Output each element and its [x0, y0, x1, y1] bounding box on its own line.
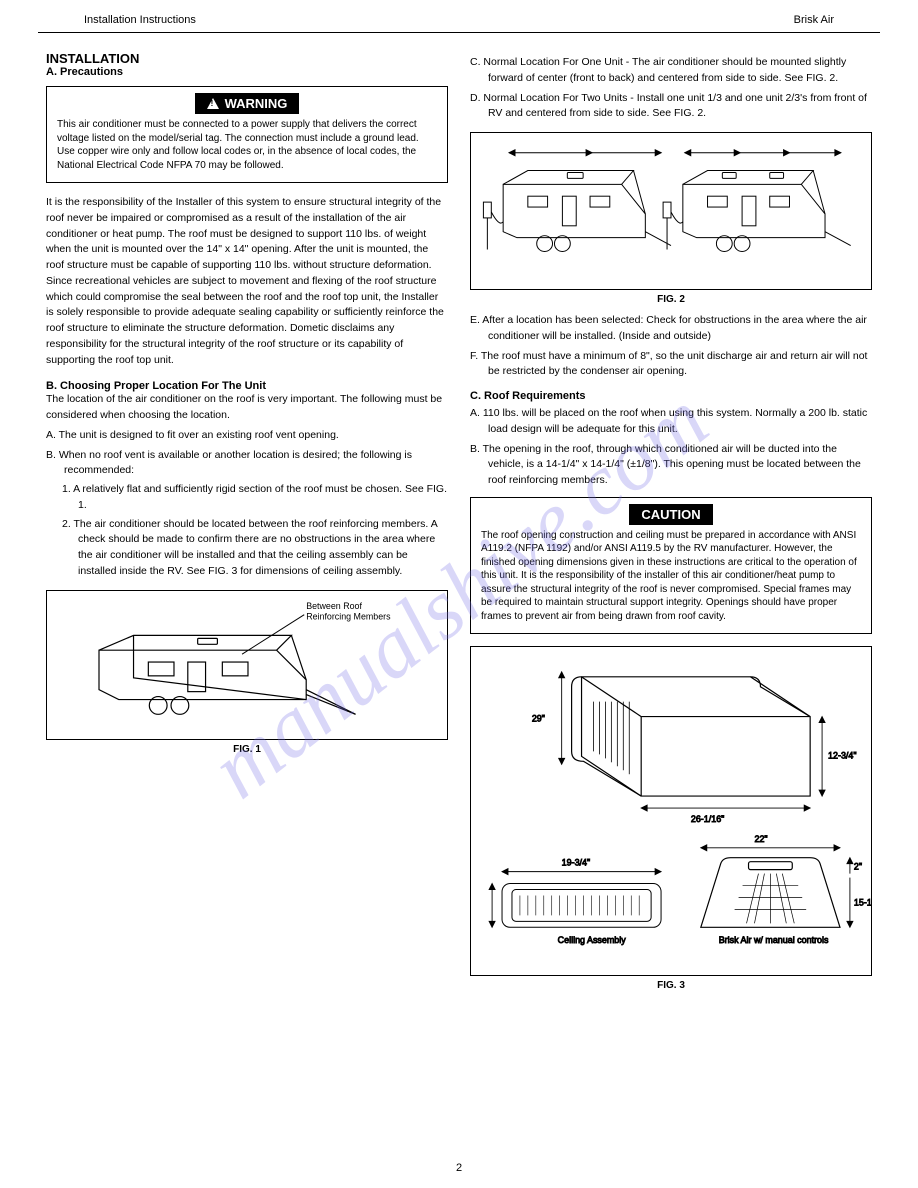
figure-2: [470, 132, 872, 290]
loc-item-f: F. The roof must have a minimum of 8", s…: [470, 349, 872, 381]
warning-box: WARNING This air conditioner must be con…: [46, 86, 448, 183]
content-columns: INSTALLATION A. Precautions WARNING This…: [0, 33, 918, 991]
req-item-a: A. 110 lbs. will be placed on the roof w…: [470, 406, 872, 438]
dim-width-top: 26-1/16": [691, 814, 725, 824]
dim-ceiling-w: 19-3/4": [562, 858, 591, 868]
loc-item-b2: 2. The air conditioner should be located…: [46, 517, 448, 580]
req-item-b: B. The opening in the roof, through whic…: [470, 442, 872, 489]
fig3-caption: FIG. 3: [470, 980, 872, 991]
section-sub-precautions: A. Precautions: [46, 66, 448, 78]
loc-item-b: B. When no roof vent is available or ano…: [46, 448, 448, 480]
left-column: INSTALLATION A. Precautions WARNING This…: [46, 51, 448, 991]
brisk-label: Brisk Air w/ manual controls: [719, 935, 829, 945]
caution-label: CAUTION: [629, 504, 712, 525]
page-header: Installation Instructions Brisk Air: [38, 0, 880, 33]
fig1-label: Between Roof: [306, 600, 362, 610]
right-column: C. Normal Location For One Unit - The ai…: [470, 51, 872, 991]
ceiling-label: Ceiling Assembly: [558, 935, 627, 945]
loc-item-e: E. After a location has been selected: C…: [470, 313, 872, 345]
dim-height-top: 12-3/4": [828, 751, 857, 761]
svg-text:Reinforcing Members: Reinforcing Members: [306, 611, 391, 621]
fig1-caption: FIG. 1: [46, 744, 448, 755]
loc-item-b1: 1. A relatively flat and sufficiently ri…: [46, 482, 448, 514]
figure-1: Between Roof Reinforcing Members: [46, 590, 448, 740]
warning-label: WARNING: [195, 93, 300, 114]
dim-brisk-w: 22": [754, 834, 767, 844]
dim-ceiling-h: 2": [854, 862, 862, 872]
caution-text: The roof opening construction and ceilin…: [481, 529, 861, 624]
location-lead: The location of the air conditioner on t…: [46, 392, 448, 424]
precaution-paragraph: It is the responsibility of the Installe…: [46, 195, 448, 368]
warning-text: This air conditioner must be connected t…: [57, 118, 437, 172]
dim-brisk-h: 15-1/2": [854, 898, 871, 908]
page-number: 2: [0, 1162, 918, 1174]
caution-box: CAUTION The roof opening construction an…: [470, 497, 872, 635]
header-left: Installation Instructions: [84, 14, 196, 26]
figure-3: 29" 12-3/4" 26-1/16": [470, 646, 872, 976]
header-right: Brisk Air: [794, 14, 834, 26]
loc-item-d: D. Normal Location For Two Units - Insta…: [470, 91, 872, 123]
fig2-caption: FIG. 2: [470, 294, 872, 305]
dim-depth: 29": [532, 714, 545, 724]
warning-icon: [207, 98, 219, 109]
section-sub-location: B. Choosing Proper Location For The Unit: [46, 380, 448, 392]
section-sub-roof-req: C. Roof Requirements: [470, 390, 872, 402]
section-title-installation: INSTALLATION: [46, 51, 448, 66]
loc-item-a: A. The unit is designed to fit over an e…: [46, 428, 448, 444]
loc-item-c: C. Normal Location For One Unit - The ai…: [470, 55, 872, 87]
